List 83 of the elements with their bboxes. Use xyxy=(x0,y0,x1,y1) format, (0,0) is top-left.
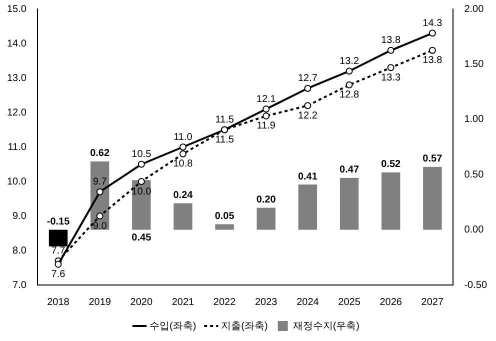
data-label: 10.5 xyxy=(132,149,152,160)
point xyxy=(54,260,62,268)
y-tick-label: 11.0 xyxy=(8,142,27,153)
y2-tick-label: 1.50 xyxy=(464,58,484,70)
data-label: 14.3 xyxy=(422,18,443,29)
point xyxy=(428,46,436,54)
point xyxy=(96,212,104,220)
x-tick-label: 2025 xyxy=(338,296,361,308)
y-tick-label: 13.0 xyxy=(6,72,27,84)
data-label: 12.7 xyxy=(298,73,318,84)
data-label: 0.57 xyxy=(422,154,443,165)
y-tick-label: 9.0 xyxy=(12,210,27,222)
y2-tick-label: 0.00 xyxy=(464,224,484,236)
bar xyxy=(174,203,192,230)
data-label: 0.47 xyxy=(340,164,360,176)
x-tick-label: 2018 xyxy=(47,296,70,308)
point xyxy=(179,150,186,158)
x-tick-label: 2024 xyxy=(296,296,320,308)
data-label: 0.20 xyxy=(256,194,276,206)
point xyxy=(96,188,104,196)
point xyxy=(304,102,312,110)
x-tick-label: 2021 xyxy=(172,296,195,308)
x-tick-label: 2019 xyxy=(88,296,112,308)
data-label: 13.8 xyxy=(422,55,443,66)
data-label: 10.0 xyxy=(132,186,152,198)
data-label: 0.62 xyxy=(90,148,110,160)
data-label: 12.2 xyxy=(298,110,318,122)
data-label: 11.9 xyxy=(256,120,276,132)
legend-label: 지출(좌축) xyxy=(221,320,268,332)
bar xyxy=(298,184,318,230)
data-label: 9.7 xyxy=(92,176,108,188)
data-label: 0.05 xyxy=(214,211,235,222)
y-tick-label: 14.0 xyxy=(6,38,27,50)
data-label: 7.6 xyxy=(51,269,66,280)
data-label: 11.5 xyxy=(215,134,234,146)
bar xyxy=(256,208,276,230)
data-label: 7.7 xyxy=(51,246,66,257)
data-label: 12.1 xyxy=(256,94,276,105)
y-tick-label: 10.0 xyxy=(6,176,27,188)
bar xyxy=(423,166,442,230)
x-tick-label: 2022 xyxy=(213,296,236,308)
bar xyxy=(340,178,359,230)
y2-tick-label: -0.50 xyxy=(464,280,488,291)
y2-tick-label: 2.00 xyxy=(464,4,484,15)
data-label: 11.0 xyxy=(174,132,193,143)
point xyxy=(428,30,436,37)
y-tick-label: 7.0 xyxy=(12,280,27,291)
data-label: 12.8 xyxy=(340,90,360,101)
data-label: 0.24 xyxy=(173,190,194,202)
data-label: 0.52 xyxy=(381,159,402,170)
x-tick-label: 2020 xyxy=(130,296,153,308)
point xyxy=(387,64,394,72)
data-label: 0.45 xyxy=(132,232,152,244)
bar xyxy=(132,180,151,230)
y-tick-label: 8.0 xyxy=(12,245,27,256)
bar xyxy=(215,224,234,230)
y-tick-label: 12.0 xyxy=(6,107,27,118)
y2-tick-label: 1.00 xyxy=(464,114,484,126)
point xyxy=(262,106,270,113)
y2-tick-label: 0.50 xyxy=(464,169,484,180)
data-label: 13.3 xyxy=(381,72,402,84)
data-label: 13.2 xyxy=(340,56,360,67)
point xyxy=(387,46,394,54)
bar xyxy=(381,172,400,230)
point xyxy=(262,112,270,120)
point xyxy=(346,68,353,75)
data-label: 13.8 xyxy=(381,35,402,46)
data-label: 0.41 xyxy=(298,171,318,182)
point xyxy=(138,160,145,168)
point xyxy=(138,178,145,185)
data-label: 11.5 xyxy=(215,114,234,126)
data-label: 9.0 xyxy=(92,220,108,232)
data-label: 10.8 xyxy=(173,158,194,170)
data-label: -0.15 xyxy=(46,216,70,228)
point xyxy=(304,84,312,92)
x-tick-label: 2027 xyxy=(421,296,444,308)
y-tick-label: 15.0 xyxy=(6,4,27,15)
x-tick-label: 2023 xyxy=(254,296,278,308)
x-tick-label: 2026 xyxy=(380,296,402,308)
point xyxy=(346,81,353,88)
point xyxy=(179,144,186,150)
legend-label: 수입(좌축) xyxy=(150,320,196,332)
legend-label: 재정수지(우축) xyxy=(292,320,360,332)
